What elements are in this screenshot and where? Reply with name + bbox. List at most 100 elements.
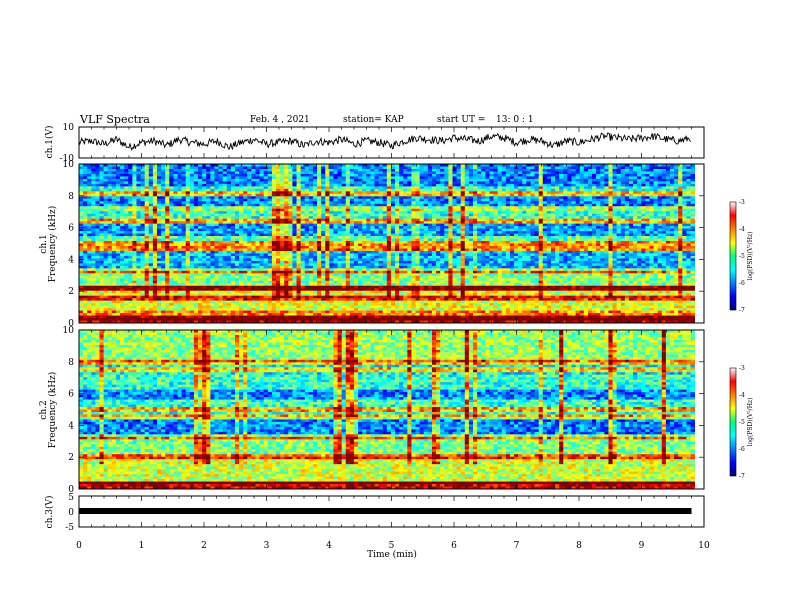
spectrogram-cell [251,188,256,192]
spectrogram-cell [300,233,306,237]
spectrogram-cell [87,168,92,172]
spectrogram-cell [579,198,585,202]
spectrogram-cell [419,171,425,175]
spectrogram-cell [128,211,133,215]
spectrogram-cell [678,203,683,207]
spectrogram-cell [218,228,224,232]
spectrogram-cell [567,238,572,242]
spectrogram-cell [239,223,244,227]
spectrogram-cell [214,223,219,227]
spectrogram-cell [165,218,170,222]
spectrogram-cell [353,164,359,167]
spectrogram-cell [255,186,260,190]
spectrogram-cell [152,188,158,192]
spectrogram-cell [468,236,474,239]
spectrogram-cell [440,238,445,242]
spectrogram-cell [411,168,416,172]
spectrogram-cell [567,223,572,227]
spectrogram-cell [477,166,482,170]
spectrogram-cell [161,226,166,229]
spectrogram-cell [263,216,269,220]
spectrogram-cell [292,216,297,220]
spectrogram-cell [489,176,494,180]
spectrogram-cell [87,186,92,190]
spectrogram-cell [661,191,667,195]
spectrogram-cell [353,221,359,225]
spectrogram-cell [616,173,622,177]
spectrogram-cell [497,183,503,187]
spectrogram-cell [530,211,535,215]
spectrogram-cell [308,186,314,190]
spectrogram-cell [395,178,400,182]
spectrogram-cell [440,201,445,205]
spectrogram-cell [378,228,384,232]
spectrogram-cell [296,216,302,220]
spectrogram-cell [448,178,453,182]
spectrogram-cell [485,221,490,225]
spectrogram-cell [526,223,531,227]
spectrogram-cell [214,176,219,180]
spectrogram-cell [230,226,236,229]
spectrogram-cell [140,243,146,247]
spectrogram-cell [189,206,195,210]
spectrogram-cell [148,228,154,232]
spectrogram-cell [91,233,96,237]
spectrogram-cell [103,221,109,225]
spectrogram-cell [333,236,338,239]
spectrogram-cell [452,211,457,215]
spectrogram-cell [587,203,593,207]
spectrogram-cell [271,238,277,242]
spectrogram-cell [115,171,121,175]
spectrogram-cell [243,191,248,195]
spectrogram-cell [120,213,125,217]
spectrogram-cell [473,216,478,220]
spectrogram-cell [378,186,384,190]
spectrogram-cell [555,231,560,234]
spectrogram-cell [128,231,133,234]
spectrogram-cell [542,233,548,237]
spectrogram-cell [349,198,355,202]
spectrogram-cell [218,208,224,212]
spectrogram-cell [374,228,379,232]
spectrogram-cell [148,166,154,170]
spectrogram-cell [87,166,92,170]
spectrogram-cell [600,201,605,205]
spectrogram-cell [337,221,343,225]
spectrogram-cell [620,186,626,190]
spectrogram-cell [370,226,375,229]
spectrogram-cell [608,171,613,175]
spectrogram-cell [189,198,195,202]
spectrogram-cell [321,193,326,197]
spectrogram-cell [534,218,540,222]
spectrogram-cell [161,231,166,234]
spectrogram-cell [407,196,412,200]
spectrogram-cell [189,208,195,212]
spectrogram-cell [481,206,486,210]
spectrogram-cell [501,181,507,185]
spectrogram-cell [374,213,379,217]
spectrogram-cell [202,231,207,234]
spectrogram-cell [608,206,613,210]
spectrogram-cell [83,178,88,182]
spectrogram-cell [292,181,297,185]
spectrogram-cell [193,193,199,197]
spectrogram-cell [567,241,572,244]
spectrogram-cell [177,166,182,170]
spectrogram-cell [596,166,601,170]
spectrogram-cell [686,188,691,192]
spectrogram-cell [181,233,187,237]
spectrogram-cell [411,188,416,192]
spectrogram-cell [468,233,474,237]
spectrogram-cell [633,218,638,222]
spectrogram-cell [267,218,273,222]
spectrogram-cell [386,218,392,222]
spectrogram-cell [575,241,581,244]
spectrogram-cell [317,206,322,210]
spectrogram-cell [148,216,154,220]
spectrogram-cell [128,223,133,227]
spectrogram-cell [243,238,248,242]
spectrogram-cell [403,203,408,207]
spectrogram-cell [583,173,589,177]
spectrogram-cell [456,241,462,244]
spectrogram-cell [226,233,232,237]
